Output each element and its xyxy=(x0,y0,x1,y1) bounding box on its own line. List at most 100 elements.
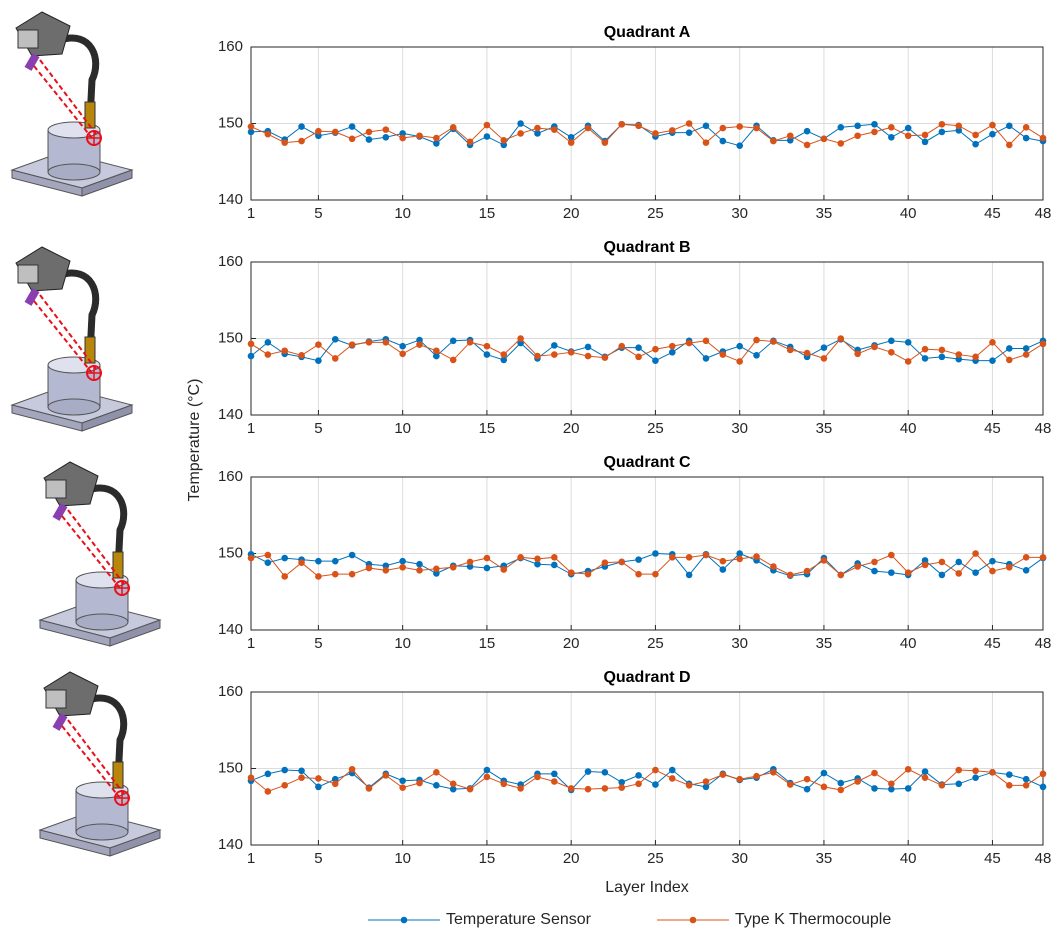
data-point xyxy=(618,778,626,786)
data-point xyxy=(500,566,508,573)
data-point xyxy=(719,771,727,778)
data-point xyxy=(888,348,895,356)
data-point xyxy=(1022,567,1030,574)
data-point xyxy=(702,355,710,362)
data-point xyxy=(466,339,474,346)
data-point xyxy=(618,342,626,350)
data-point xyxy=(1005,771,1013,778)
data-point xyxy=(786,132,794,140)
x-tick-label: 25 xyxy=(647,635,664,652)
y-tick-label: 140 xyxy=(218,621,243,638)
data-point xyxy=(281,782,289,789)
data-point xyxy=(803,127,811,135)
rig-illustration xyxy=(12,12,132,196)
data-point xyxy=(601,354,609,361)
data-point xyxy=(618,120,626,128)
data-point xyxy=(315,127,322,135)
x-tick-label: 35 xyxy=(816,635,833,652)
data-point xyxy=(635,772,642,779)
data-point xyxy=(247,554,255,562)
data-point xyxy=(702,551,710,559)
data-point xyxy=(551,778,558,785)
data-point xyxy=(618,784,626,791)
data-point xyxy=(837,335,845,342)
data-point xyxy=(348,123,356,130)
data-point xyxy=(382,339,390,346)
data-point xyxy=(466,563,474,570)
data-point xyxy=(264,788,272,795)
data-point xyxy=(938,120,946,128)
x-tick-label: 45 xyxy=(984,420,1001,437)
data-point xyxy=(736,358,743,365)
data-point xyxy=(264,351,272,358)
data-point xyxy=(416,132,423,140)
data-point xyxy=(719,557,727,565)
data-point xyxy=(483,554,491,562)
x-tick-label: 25 xyxy=(647,850,664,867)
data-point xyxy=(871,128,878,136)
data-point xyxy=(416,336,423,344)
data-point xyxy=(466,785,474,793)
data-point xyxy=(348,765,356,773)
data-point xyxy=(399,563,406,571)
data-point xyxy=(382,126,390,133)
data-point xyxy=(871,785,878,792)
data-point xyxy=(433,565,440,573)
data-point xyxy=(382,772,390,779)
data-point xyxy=(786,781,794,788)
data-point xyxy=(399,777,406,785)
data-point xyxy=(399,342,406,350)
data-point xyxy=(382,567,390,574)
data-point xyxy=(315,573,322,580)
data-point xyxy=(888,133,895,141)
data-point xyxy=(264,559,272,566)
data-point xyxy=(989,121,996,129)
data-point xyxy=(921,138,929,146)
data-point xyxy=(736,555,743,563)
x-tick-label: 25 xyxy=(647,205,664,222)
data-point xyxy=(904,358,912,365)
data-point xyxy=(500,780,508,788)
data-point xyxy=(567,785,575,792)
data-point xyxy=(719,351,727,358)
data-point xyxy=(753,772,760,780)
data-point xyxy=(904,765,912,773)
data-point xyxy=(416,779,423,787)
data-point xyxy=(888,337,895,345)
data-point xyxy=(331,557,339,565)
data-point xyxy=(315,775,322,782)
x-tick-label: 5 xyxy=(314,850,322,867)
data-point xyxy=(989,557,996,565)
data-point xyxy=(399,557,406,565)
x-tick-label: 20 xyxy=(563,420,580,437)
data-point xyxy=(1039,770,1047,778)
data-point xyxy=(382,133,390,141)
data-point xyxy=(685,120,693,127)
data-point xyxy=(618,558,626,566)
data-point xyxy=(736,550,743,557)
data-point xyxy=(584,352,592,360)
data-point xyxy=(264,551,272,559)
x-tick-label: 40 xyxy=(900,420,917,437)
data-point xyxy=(955,780,963,788)
data-point xyxy=(635,344,642,351)
chart-title: Quadrant B xyxy=(603,239,690,256)
x-tick-label: 48 xyxy=(1035,205,1052,222)
data-point xyxy=(921,345,929,353)
data-point xyxy=(753,553,760,560)
data-point xyxy=(298,559,305,566)
y-tick-label: 140 xyxy=(218,836,243,853)
data-point xyxy=(702,122,710,130)
legend-label: Temperature Sensor xyxy=(446,911,592,928)
x-tick-label: 45 xyxy=(984,635,1001,652)
data-point xyxy=(652,345,659,353)
x-tick-label: 10 xyxy=(394,635,411,652)
data-point xyxy=(298,774,305,781)
y-tick-label: 140 xyxy=(218,191,243,208)
data-point xyxy=(820,355,828,362)
data-point xyxy=(989,357,996,364)
x-tick-label: 40 xyxy=(900,850,917,867)
data-point xyxy=(315,357,322,364)
data-point xyxy=(652,130,659,137)
data-point xyxy=(938,571,946,579)
